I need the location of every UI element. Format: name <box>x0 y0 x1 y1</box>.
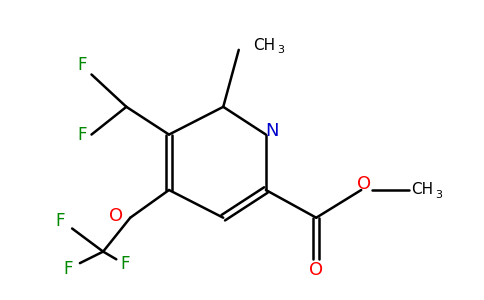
Text: F: F <box>121 255 130 273</box>
Text: O: O <box>109 207 123 225</box>
Text: 3: 3 <box>436 190 442 200</box>
Text: N: N <box>265 122 279 140</box>
Text: CH: CH <box>253 38 275 53</box>
Text: O: O <box>357 175 371 193</box>
Text: F: F <box>63 260 73 278</box>
Text: O: O <box>309 261 323 279</box>
Text: F: F <box>77 126 87 144</box>
Text: F: F <box>77 56 87 74</box>
Text: CH: CH <box>411 182 434 197</box>
Text: F: F <box>56 212 65 230</box>
Text: 3: 3 <box>277 45 285 55</box>
